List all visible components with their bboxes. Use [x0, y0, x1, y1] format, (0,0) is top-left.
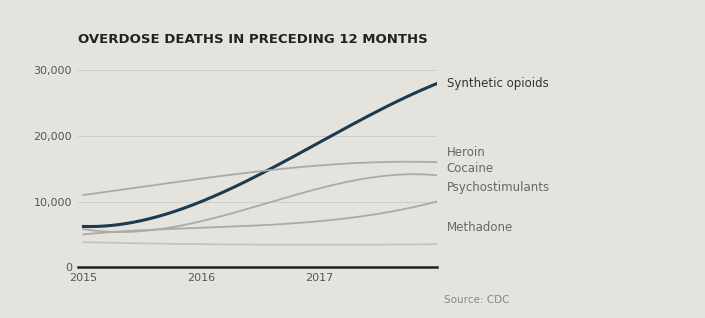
Text: Cocaine: Cocaine [446, 162, 493, 175]
Text: Source: CDC: Source: CDC [444, 295, 510, 305]
Text: OVERDOSE DEATHS IN PRECEDING 12 MONTHS: OVERDOSE DEATHS IN PRECEDING 12 MONTHS [78, 33, 427, 46]
Text: Psychostimulants: Psychostimulants [446, 181, 550, 194]
Text: Synthetic opioids: Synthetic opioids [446, 77, 548, 90]
Text: Heroin: Heroin [446, 146, 485, 159]
Text: Methadone: Methadone [446, 221, 513, 234]
